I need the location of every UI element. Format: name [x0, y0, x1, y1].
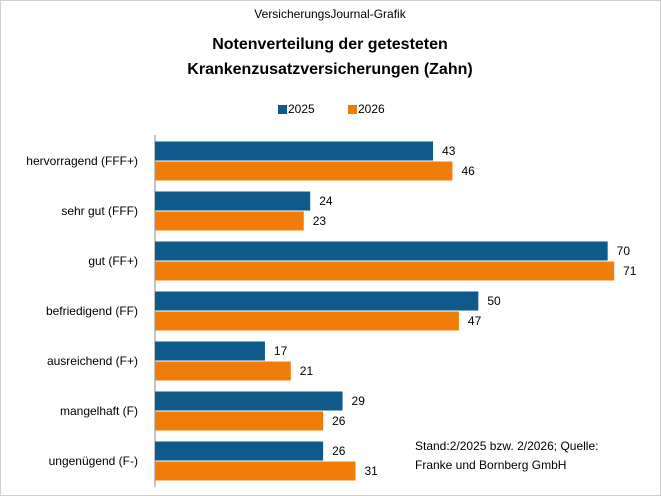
y-tick-label: sehr gut (FFF)	[61, 204, 138, 218]
y-tick-label: gut (FF+)	[88, 254, 138, 268]
bar	[155, 341, 265, 361]
bar	[155, 391, 343, 411]
value-label: 23	[313, 214, 327, 228]
y-tick-label: ungenügend (F-)	[49, 454, 138, 468]
value-label: 26	[332, 444, 346, 458]
note: Franke und Bornberg GmbH	[415, 458, 566, 472]
chart-title: Krankenzusatzversicherungen (Zahn)	[187, 61, 472, 78]
value-label: 17	[274, 344, 288, 358]
legend-swatch	[278, 105, 287, 114]
bar	[155, 241, 608, 261]
value-label: 43	[442, 144, 456, 158]
bar	[155, 261, 615, 281]
value-label: 47	[468, 314, 482, 328]
bar	[155, 161, 453, 181]
value-label: 46	[461, 164, 475, 178]
value-label: 24	[319, 194, 333, 208]
bar	[155, 191, 311, 211]
y-tick-label: befriedigend (FF)	[46, 304, 138, 318]
value-label: 29	[352, 394, 366, 408]
value-label: 26	[332, 414, 346, 428]
source: VersicherungsJournal-Grafik	[254, 7, 406, 21]
bar	[155, 411, 324, 431]
value-label: 70	[617, 244, 631, 258]
legend-swatch	[348, 105, 357, 114]
bar	[155, 311, 459, 331]
y-tick-label: ausreichend (F+)	[47, 354, 138, 368]
y-tick-label: mangelhaft (F)	[60, 404, 138, 418]
bar	[155, 461, 356, 481]
value-label: 71	[623, 264, 637, 278]
value-label: 50	[487, 294, 501, 308]
chart-title: Notenverteilung der getesteten	[212, 36, 448, 53]
bar	[155, 441, 324, 461]
y-tick-label: hervorragend (FFF+)	[26, 154, 138, 168]
value-label: 31	[364, 464, 378, 478]
bar	[155, 211, 304, 231]
bar	[155, 291, 479, 311]
bar	[155, 141, 434, 161]
value-label: 21	[300, 364, 314, 378]
note: Stand:2/2025 bzw. 2/2026; Quelle:	[415, 439, 598, 453]
bar	[155, 361, 291, 381]
legend-label: 2025	[288, 102, 315, 116]
legend-label: 2026	[358, 102, 385, 116]
